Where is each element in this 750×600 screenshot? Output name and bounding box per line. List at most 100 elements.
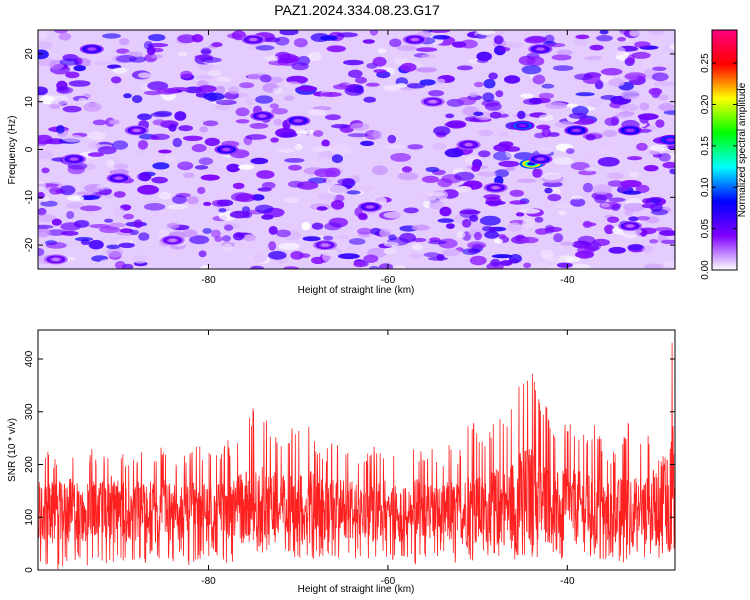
spectrogram-cell (255, 45, 275, 51)
spectrogram-cell (636, 142, 648, 151)
spectrogram-cell (227, 86, 240, 95)
spectrogram-cell (570, 162, 590, 171)
spectrogram-cell (41, 167, 50, 174)
spectrogram-cell (471, 165, 481, 172)
spectrogram-cell (158, 149, 172, 154)
spectrogram-cell (297, 86, 318, 91)
spectrogram-cell (235, 119, 250, 124)
spectrogram-cell (396, 83, 407, 88)
spectrogram-cell (624, 72, 647, 81)
y-tick-label: 0 (24, 567, 35, 573)
spectrogram-cell (437, 178, 453, 188)
spectrogram-cell (88, 239, 104, 250)
spectrogram-cell (38, 207, 47, 216)
colorbar-tick-label: 0.15 (700, 136, 711, 156)
spectrogram-cell (524, 36, 546, 44)
spectrogram-cell (118, 38, 130, 46)
spectrogram-cell (311, 256, 325, 265)
spectrogram-cell (541, 83, 555, 89)
spectrogram-cell (279, 30, 299, 36)
spectrogram-cell (575, 34, 590, 40)
spectrogram-cell (114, 261, 126, 269)
spectrogram-cell (401, 166, 413, 173)
spectrogram-cell (493, 238, 503, 244)
spectrogram-cell (275, 36, 290, 46)
spectrogram-cell (238, 164, 255, 170)
spectrogram-cell (555, 204, 574, 209)
spectrogram-cell (537, 146, 553, 155)
spectrogram-cell (545, 102, 568, 110)
spectrogram-cell (591, 191, 613, 200)
spectrogram-cell (268, 226, 278, 235)
spectrogram-cell (270, 137, 279, 143)
spectrogram-cell (38, 181, 46, 190)
spectrogram-hotspot (222, 147, 231, 152)
spectrogram-cell (222, 235, 231, 242)
spectrogram-hotspot (666, 138, 675, 142)
spectrogram-cell (200, 47, 212, 56)
spectrogram-cell (419, 196, 437, 202)
spectrogram-hotspot (518, 123, 527, 128)
spectrogram-cell (491, 254, 513, 259)
spectrogram-cell (643, 165, 659, 172)
spectrogram-cell (331, 200, 345, 210)
spectrogram-cell (669, 168, 675, 175)
spectrogram-cell (245, 98, 256, 106)
spectrogram-hotspot (114, 176, 123, 180)
spectrogram-cell (610, 116, 620, 126)
spectrogram-cell (280, 131, 298, 138)
spectrogram-cell (568, 112, 588, 119)
spectrogram-hotspot (572, 128, 581, 133)
spectrogram-cell (109, 119, 120, 125)
spectrogram-cell (505, 166, 516, 171)
spectrogram-cell (191, 144, 207, 153)
spectrogram-cell (177, 161, 194, 171)
spectrogram-cell (607, 216, 620, 223)
spectrogram-cell (241, 206, 251, 213)
spectrogram-cell (520, 93, 534, 99)
spectrogram-cell (545, 42, 566, 48)
spectrogram-cell (383, 211, 405, 219)
spectrogram-cell (151, 176, 168, 184)
spectrogram-cell (261, 181, 276, 190)
spectrogram-cell (643, 263, 664, 269)
spectrogram-cell (508, 258, 520, 264)
spectrogram-cell (178, 125, 194, 132)
spectrogram-cell (444, 121, 464, 128)
spectrogram-cell (494, 169, 510, 178)
spectrogram-cell (388, 234, 397, 241)
spectrogram-cell (580, 152, 603, 157)
spectrogram-cell (51, 218, 62, 226)
spectrogram-cell (288, 164, 302, 171)
spectrogram-cell (256, 170, 275, 179)
spectrogram-cell (298, 106, 313, 111)
spectrogram-cell (608, 46, 626, 56)
spectrogram-cell (327, 185, 348, 195)
spectrogram-cell (439, 206, 452, 217)
spectrogram-cell (467, 241, 486, 250)
y-tick-label: 100 (24, 508, 35, 525)
spectrogram-cell (259, 74, 272, 83)
y-tick-label: -20 (24, 237, 35, 252)
spectrogram-cell (320, 249, 339, 256)
spectrogram-cell (383, 144, 406, 150)
spectrogram-cell (105, 159, 115, 168)
spectrogram-cell (435, 78, 446, 84)
spectrogram-cell (622, 190, 642, 195)
spectrogram-cell (166, 222, 180, 229)
spectrogram-cell (202, 228, 212, 234)
spectrogram-cell (317, 193, 337, 201)
spectrogram-cell (110, 237, 131, 245)
spectrogram-cell (203, 201, 212, 206)
spectrogram-cell (132, 95, 143, 104)
spectrogram-cell (560, 241, 575, 246)
spectrogram-cell (551, 54, 572, 61)
snr-y-label: SNR (10 * v/v) (7, 418, 18, 482)
colorbar-tick-label: 0.05 (700, 218, 711, 238)
spectrogram-cell (150, 112, 172, 118)
spectrogram-cell (600, 202, 610, 208)
spectrogram-cell (112, 67, 128, 74)
spectrogram-cell (152, 119, 167, 126)
spectrogram-cell (538, 114, 554, 121)
spectrogram-cell (38, 49, 49, 60)
